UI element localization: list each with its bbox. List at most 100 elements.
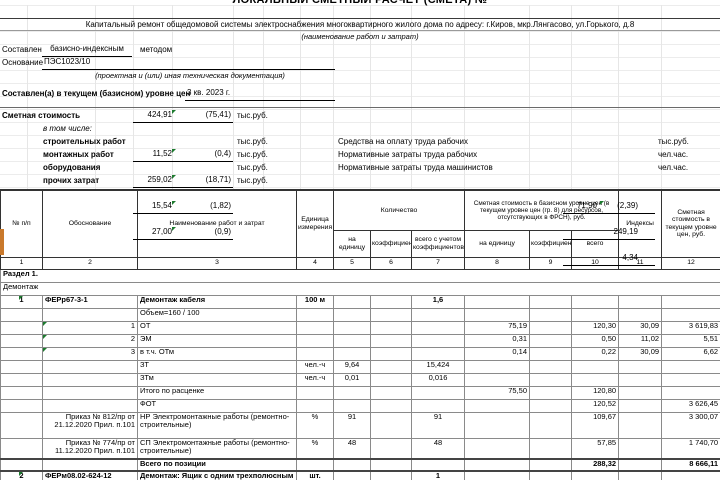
cell-empty [296, 458, 334, 472]
col-no: 7 [410, 256, 466, 270]
cell-empty [333, 398, 371, 413]
cell-base-total: 120,30 [571, 320, 620, 335]
cell-empty [661, 470, 720, 480]
cell-current-cost: 3 626,45 [661, 398, 720, 413]
labour-hours-row: ЗТ чел.-ч 9,64 15,424 [0, 359, 720, 374]
resource-row: 2 ЭМ 0,31 0,50 11,02 5,51 [0, 333, 720, 348]
cell-overhead-name: НР Электромонтажные работы (ремонтно-стр… [137, 411, 297, 439]
gridline [333, 5, 334, 189]
cell-empty [296, 307, 334, 322]
cell-empty [464, 359, 531, 374]
col-header-coeff: коэффициенты [370, 229, 412, 258]
cell-empty [661, 307, 720, 322]
cell-base-total: 109,67 [571, 411, 620, 439]
cell-empty [618, 359, 663, 374]
cell-empty [661, 372, 720, 387]
summary-row-base: (0,4) [214, 149, 231, 158]
cell-item-num: 1 [0, 294, 43, 309]
summary-row-values: 27,00 (0,9) [133, 227, 233, 240]
error-indicator-icon [172, 227, 176, 231]
cell-empty [296, 385, 334, 400]
col-header-per-unit: на единицу [464, 229, 531, 258]
error-indicator-icon [172, 149, 176, 153]
cell-empty [618, 411, 663, 439]
summary-row-label: монтажных работ [43, 150, 114, 159]
error-indicator-icon [19, 296, 24, 300]
cell-empty [333, 333, 371, 348]
cell-empty [296, 398, 334, 413]
cell-fot-label: ФОТ [137, 398, 297, 413]
cell-index: 11,02 [618, 333, 663, 348]
basis-caption: (проектная и (или) иная техническая доку… [95, 71, 285, 80]
cell-empty [370, 372, 412, 387]
summary-row-label: прочих затрат [43, 176, 100, 185]
cell-current-cost: 6,62 [661, 346, 720, 361]
summary-total-label: Сметная стоимость [2, 111, 81, 120]
cell-resource-name: ЗТм [137, 372, 297, 387]
cell-current-cost: 5,51 [661, 333, 720, 348]
error-indicator-icon [172, 201, 176, 205]
cell-empty [333, 385, 371, 400]
table-subheader-row: на единицу коэффициенты всего с учетом к… [1, 229, 720, 258]
cell-empty [529, 333, 573, 348]
cell-qty-total: 48 [410, 437, 466, 460]
profit-row: Приказ № 774/пр от 11.12.2020 Прил. п.10… [0, 437, 720, 460]
cell-empty [464, 470, 531, 480]
divider [0, 30, 720, 31]
labour-row-values: 71,90 (2,39) [563, 201, 655, 214]
cell-empty [370, 346, 412, 361]
labour-hours-row: ЗТм чел.-ч 0,01 0,016 [0, 372, 720, 387]
cell-empty [0, 385, 43, 400]
price-level-value: 3 кв. 2023 г. [185, 88, 335, 101]
cell-empty [410, 398, 466, 413]
cell-empty [529, 320, 573, 335]
object-name: Капитальный ремонт общедомовой системы э… [85, 20, 635, 29]
cell-empty [618, 307, 663, 322]
resource-row: 3 в т.ч. ОТм 0,14 0,22 30,09 6,62 [0, 346, 720, 361]
cell-empty [370, 385, 412, 400]
col-no: 5 [333, 256, 371, 270]
summary-row-unit: тыс.руб. [237, 150, 268, 159]
subsection-row: Демонтаж [0, 281, 720, 296]
cell-empty [529, 372, 573, 387]
cell-qty-per-unit: 91 [333, 411, 371, 439]
gridline [529, 5, 530, 189]
summary-row-value: 259,02 [147, 175, 172, 184]
cell-empty [370, 307, 412, 322]
basis-value: ПЭС1023/10 [42, 57, 335, 70]
gridline [618, 5, 619, 189]
summary-row-values: 15,54 (1,82) [133, 201, 233, 214]
summary-total-values: 424,91 (75,41) [133, 110, 233, 123]
summary-row-value: 11,52 [152, 149, 172, 158]
cell-empty [618, 385, 663, 400]
cell-resource-name: ЗТ [137, 359, 297, 374]
cell-qty-total: 91 [410, 411, 466, 439]
error-indicator-icon [43, 335, 47, 339]
cell-current-cost: 3 619,83 [661, 320, 720, 335]
cell-base-per-unit: 75,50 [464, 385, 531, 400]
col-no: 8 [464, 256, 531, 270]
col-header-total-coeff: всего с учетом коэффициентов [410, 229, 466, 258]
error-indicator-icon [600, 201, 604, 205]
col-no: 4 [296, 256, 334, 270]
cell-current-cost: 1 740,70 [661, 437, 720, 460]
col-no: 1 [0, 256, 43, 270]
subtotal-row: Итого по расценке 75,50 120,80 [0, 385, 720, 400]
cell-qty-total: 0,016 [410, 372, 466, 387]
cell-empty [571, 359, 620, 374]
cell-base-total: 288,32 [571, 458, 620, 472]
cell-empty [529, 470, 573, 480]
error-indicator-icon [43, 322, 47, 326]
summary-total-unit: тыс.руб. [237, 111, 268, 120]
volume-row: Объем=160 / 100 [0, 307, 720, 322]
col-header-num: № п/п [0, 189, 43, 258]
cell-empty [529, 307, 573, 322]
cell-empty [0, 359, 43, 374]
cell-empty [464, 307, 531, 322]
cell-qty-per-unit: 48 [333, 437, 371, 460]
cell-empty [0, 346, 43, 361]
section-row: Раздел 1. [0, 268, 720, 283]
col-header-per-unit: на единицу [333, 229, 371, 258]
cell-base-total: 120,80 [571, 385, 620, 400]
cell-empty [529, 385, 573, 400]
